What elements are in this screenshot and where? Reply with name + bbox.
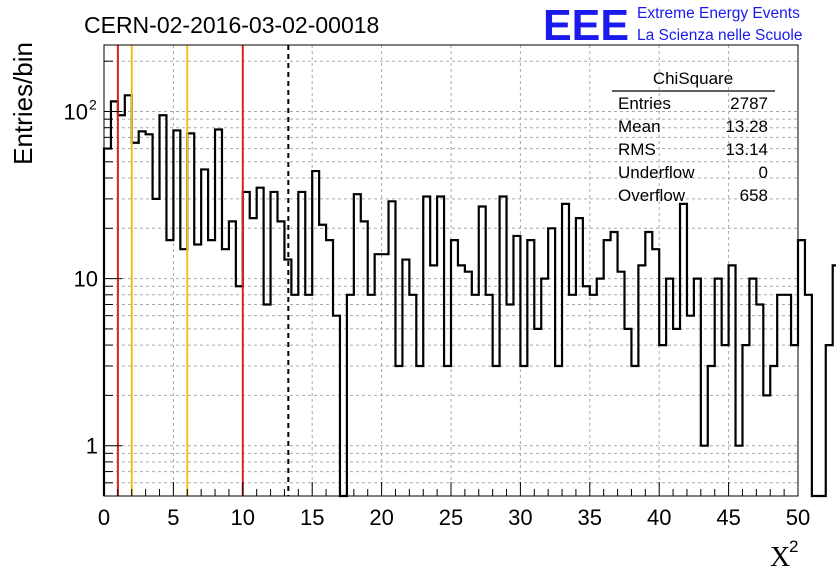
stats-label-entries: Entries <box>618 94 671 113</box>
y-tick-label-sup: 2 <box>89 96 97 112</box>
chart-title: CERN-02-2016-03-02-00018 <box>84 12 379 38</box>
grid-lines <box>104 45 798 497</box>
stats-box-title: ChiSquare <box>653 69 733 88</box>
y-tick-label: 10 <box>74 267 98 292</box>
histogram-step-line <box>102 94 836 498</box>
eee-logo-line1: Extreme Energy Events <box>637 5 800 22</box>
x-tick-label: 45 <box>716 505 740 530</box>
eee-logo-line2: La Scienza nelle Scuole <box>637 27 802 44</box>
stats-label-underflow: Underflow <box>618 163 695 182</box>
stats-value-rms: 13.14 <box>725 140 768 159</box>
x-tick-label: 5 <box>167 505 179 530</box>
stats-label-mean: Mean <box>618 117 661 136</box>
stats-row-underflow: Underflow 0 <box>618 163 768 182</box>
x-tick-label: 50 <box>786 505 810 530</box>
stats-value-mean: 13.28 <box>725 117 768 136</box>
stats-row-entries: Entries 2787 <box>618 94 768 113</box>
x-axis-label: X 2 <box>770 537 798 572</box>
x-tick-label: 15 <box>300 505 324 530</box>
x-tick-label: 10 <box>231 505 255 530</box>
stats-value-underflow: 0 <box>759 163 768 182</box>
x-tick-label: 35 <box>578 505 602 530</box>
x-tick-label: 25 <box>439 505 463 530</box>
eee-logo: EEE Extreme Energy Events La Scienza nel… <box>543 1 802 50</box>
y-tick-label: 1 <box>86 434 98 459</box>
x-tick-label: 0 <box>98 505 110 530</box>
y-tick-label: 10 2 <box>64 96 97 124</box>
stats-label-overflow: Overflow <box>618 186 686 205</box>
stats-row-overflow: Overflow 658 <box>618 186 768 205</box>
x-axis-label-text: X <box>770 542 790 572</box>
reference-lines <box>116 45 290 496</box>
x-tick-label: 40 <box>647 505 671 530</box>
stats-row-rms: RMS 13.14 <box>618 140 768 159</box>
x-axis-label-superscript: 2 <box>789 537 798 556</box>
axis-ticks <box>103 60 799 497</box>
y-axis-label: Entries/bin <box>8 42 38 165</box>
stats-box: ChiSquare Entries 2787 Mean 13.28 RMS 13… <box>612 69 775 205</box>
x-tick-label: 30 <box>508 505 532 530</box>
y-tick-label-text: 10 <box>74 267 98 292</box>
stats-value-overflow: 658 <box>740 186 768 205</box>
y-tick-label-text: 1 <box>86 434 98 459</box>
eee-logo-mark: EEE <box>543 1 629 50</box>
histogram-bars <box>102 94 836 498</box>
stats-row-mean: Mean 13.28 <box>618 117 768 136</box>
x-tick-label: 20 <box>369 505 393 530</box>
stats-value-entries: 2787 <box>730 94 768 113</box>
y-tick-label-text: 10 <box>64 99 88 124</box>
stats-label-rms: RMS <box>618 140 656 159</box>
